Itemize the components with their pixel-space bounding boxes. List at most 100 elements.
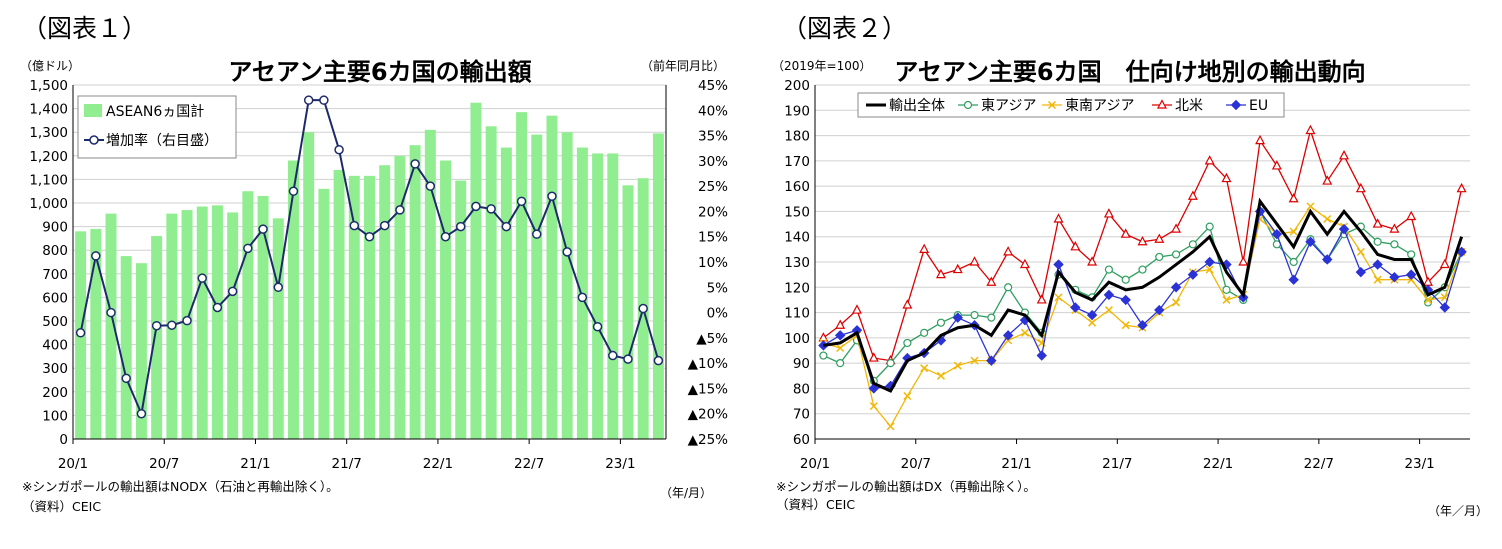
- series-point: [1339, 150, 1350, 160]
- bar: [546, 115, 558, 440]
- series-point: [1002, 330, 1014, 341]
- x-tick-label: 20/1: [58, 456, 88, 472]
- y-tick-label: 80: [793, 381, 810, 397]
- legend-marker: [1230, 99, 1242, 111]
- bar: [151, 236, 163, 439]
- series-point: [835, 319, 846, 329]
- growth-point: [303, 95, 314, 105]
- bar: [379, 165, 391, 440]
- y-tick-label: 170: [784, 154, 810, 170]
- series-point: [1288, 274, 1299, 285]
- footnote: ※シンガポールの輸出額はDX（再輸出除く）。: [776, 479, 1036, 494]
- left-tick-label: 800: [42, 243, 68, 259]
- export-value-chart: （図表１） アセアン主要6カ国の輸出額 （億ドル） （前年同月比） 0 100 200 300…: [20, 14, 728, 514]
- bar: [318, 188, 330, 439]
- series-point: [1204, 155, 1215, 165]
- bar: [364, 175, 375, 440]
- series-point: [1120, 228, 1131, 238]
- series-point: [1322, 175, 1333, 185]
- growth-point: [501, 221, 512, 232]
- series-point: [1020, 328, 1029, 337]
- legend-bar-swatch: [84, 104, 102, 117]
- y-tick-label: 200: [784, 78, 810, 94]
- series-point: [1053, 213, 1064, 223]
- x-axis-unit: （年／月）: [1428, 504, 1488, 518]
- series-point: [1238, 292, 1249, 303]
- series-point: [1103, 289, 1115, 301]
- series-point: [986, 276, 997, 286]
- series-point: [1036, 294, 1047, 304]
- series-point: [1187, 190, 1198, 200]
- growth-point: [577, 292, 588, 303]
- x-tick-label: 20/7: [149, 456, 179, 472]
- right-tick-label: 35%: [698, 129, 728, 145]
- bar: [622, 185, 634, 439]
- x-tick-label: 23/1: [1404, 456, 1434, 472]
- series-point: [869, 402, 878, 411]
- series-point: [1271, 160, 1282, 170]
- bar: [272, 218, 284, 439]
- bar: [105, 213, 117, 439]
- y-tick-label: 130: [784, 255, 810, 271]
- left-tick-label: 600: [42, 290, 68, 306]
- right-tick-label: 40%: [698, 103, 728, 119]
- growth-point: [197, 273, 207, 283]
- series-point: [1036, 350, 1047, 361]
- series-point: [970, 356, 979, 365]
- growth-point: [349, 220, 360, 231]
- y-tick-label: 150: [784, 204, 810, 220]
- growth-point: [334, 144, 344, 155]
- series-line: [823, 197, 1464, 393]
- destination-export-chart: （図表２） アセアン主要6カ国 仕向け地別の輸出動向 （2019年=100） 60 70…: [772, 14, 1488, 518]
- legend-marker: [1157, 99, 1167, 109]
- left-tick-label: 1,300: [29, 125, 68, 141]
- left-axis-unit: （2019年=100）: [772, 59, 872, 73]
- left-tick-label: 300: [42, 361, 68, 377]
- left-tick-label: 1,100: [29, 172, 68, 188]
- series-point: [1288, 193, 1299, 203]
- series-point: [920, 328, 929, 337]
- series-point: [987, 313, 996, 322]
- series-0: [823, 197, 1464, 393]
- left-tick-label: 700: [42, 267, 68, 283]
- x-axis-unit: （年/月）: [660, 486, 712, 500]
- series-point: [886, 422, 895, 431]
- growth-point: [227, 286, 238, 297]
- series-point: [1355, 266, 1367, 278]
- series-point: [952, 312, 963, 323]
- series-point: [953, 361, 962, 370]
- series-point: [1373, 237, 1382, 246]
- y-tick-label: 160: [784, 179, 810, 195]
- series-point: [1053, 259, 1064, 270]
- series-point: [969, 256, 980, 266]
- series-point: [1338, 223, 1350, 235]
- series-point: [868, 383, 879, 394]
- series-point: [1439, 258, 1450, 269]
- series-point: [1121, 321, 1130, 330]
- legend-marker: [1047, 100, 1057, 110]
- bar: [348, 175, 360, 440]
- series-point: [1306, 202, 1315, 211]
- right-tick-label: 25%: [698, 179, 728, 195]
- x-tick-label: 22/7: [1304, 456, 1334, 472]
- series-point: [1271, 228, 1283, 240]
- growth-point: [516, 196, 527, 207]
- series-point: [1054, 293, 1063, 302]
- left-tick-label: 1,200: [29, 149, 68, 165]
- legend-label: 輸出全体: [889, 97, 945, 114]
- bar: [303, 132, 315, 439]
- growth-point: [410, 159, 420, 169]
- bar: [531, 134, 543, 439]
- legend-line-marker: [89, 135, 99, 145]
- series-point: [1154, 233, 1165, 243]
- left-tick-label: 1,000: [29, 196, 68, 212]
- legend: 輸出全体 東アジア 東南アジア 北米 EU: [857, 92, 1285, 118]
- legend-bar-label: ASEAN6ヵ国計: [106, 104, 204, 120]
- bar: [516, 112, 528, 439]
- series-point: [834, 330, 846, 341]
- series-point: [1172, 298, 1181, 307]
- x-tick-label: 20/7: [901, 456, 931, 472]
- series-point: [836, 343, 845, 353]
- series-point: [936, 318, 946, 327]
